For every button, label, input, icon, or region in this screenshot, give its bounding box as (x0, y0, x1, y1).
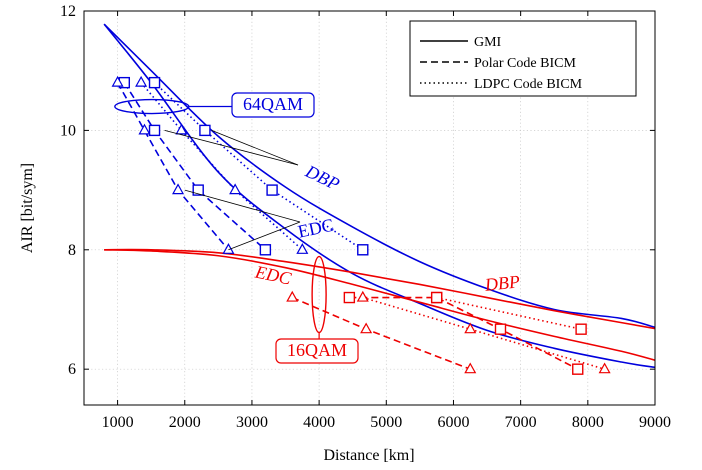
marker-triangle-64qam-edc-ldpc-code-bicm (135, 75, 148, 87)
series-line-16qam-dbp-gmi (104, 248, 655, 330)
marker-square-64qam-dbp-polar-code-bicm (148, 124, 161, 137)
marker-triangle-16qam-edc-ldpc-code-bicm (464, 322, 477, 334)
x-tick-label: 1000 (102, 414, 134, 431)
x-tick-label: 6000 (437, 414, 469, 431)
series-line-64qam-dbp-polar-code-bicm (123, 82, 266, 251)
marker-square-64qam-dbp-ldpc-code-bicm (357, 244, 369, 256)
y-axis-title: AIR [bit/sym] (19, 163, 36, 253)
annotation-dbp-16qam: DBP (483, 271, 521, 295)
leader-edc-64qam (228, 221, 301, 251)
marker-square-64qam-dbp-polar-code-bicm (259, 244, 272, 256)
series-line-64qam-dbp-gmi (103, 23, 655, 329)
marker-triangle-64qam-edc-ldpc-code-bicm (296, 243, 309, 254)
marker-triangle-16qam-edc-polar-code-bicm (360, 322, 373, 334)
x-tick-label: 2000 (169, 414, 201, 431)
marker-square-64qam-dbp-polar-code-bicm (192, 184, 204, 196)
marker-triangle-64qam-edc-polar-code-bicm (111, 75, 124, 87)
series-line-64qam-edc-gmi (103, 23, 655, 369)
leader-dbp-64qam (211, 130, 299, 166)
axis-ticks: 1000 2000 3000 4000 5000 6000 7000 8000 9000 6 8 10… (60, 3, 671, 431)
box-16qam (275, 338, 359, 364)
marker-triangle-64qam-edc-polar-code-bicm (172, 183, 185, 195)
x-tick-label: 4000 (303, 414, 335, 431)
marker-triangle-64qam-edc-ldpc-code-bicm (175, 123, 188, 135)
plot-frame (83, 10, 656, 406)
marker-square-16qam-dbp-polar-code-bicm (343, 291, 356, 304)
annotation-16qam: 16QAM (287, 340, 347, 360)
markers-layer (111, 75, 611, 375)
y-tick-label: 6 (68, 361, 76, 378)
marker-triangle-16qam-edc-ldpc-code-bicm (356, 290, 369, 302)
box-64qam (231, 92, 315, 118)
leader-dbp-64qam (164, 130, 299, 166)
marker-square-64qam-dbp-ldpc-code-bicm (199, 124, 211, 137)
x-tick-label: 5000 (370, 414, 402, 431)
marker-triangle-16qam-edc-polar-code-bicm (464, 362, 477, 374)
series-line-16qam-edc-ldpc-code-bicm (362, 296, 605, 370)
series-line-64qam-edc-polar-code-bicm (116, 82, 230, 251)
legend: GMI Polar Code BICM LDPC Code BICM (409, 20, 637, 97)
annotation-shapes (114, 92, 359, 364)
legend-label-gmi: GMI (474, 35, 502, 50)
marker-square-16qam-dbp-polar-code-bicm (572, 363, 584, 375)
x-tick-label: 8000 (572, 414, 604, 431)
y-tick-label: 10 (60, 122, 76, 139)
x-tick-label: 9000 (639, 414, 671, 431)
marker-square-64qam-dbp-ldpc-code-bicm (148, 76, 161, 89)
marker-triangle-64qam-edc-polar-code-bicm (138, 123, 151, 135)
series-line-16qam-dbp-polar-code-bicm (349, 296, 579, 370)
y-tick-label: 12 (60, 3, 76, 20)
marker-square-16qam-dbp-polar-code-bicm (494, 323, 507, 335)
legend-label-polar: Polar Code BICM (474, 56, 576, 71)
y-tick-label: 8 (68, 242, 76, 259)
x-axis-title: Distance [km] (323, 447, 414, 464)
marker-triangle-64qam-edc-ldpc-code-bicm (229, 183, 242, 195)
marker-triangle-16qam-edc-polar-code-bicm (286, 290, 299, 302)
leader-edc-64qam (184, 189, 301, 223)
marker-square-16qam-dbp-ldpc-code-bicm (575, 323, 587, 335)
legend-label-ldpc: LDPC Code BICM (474, 77, 583, 92)
series-line-16qam-edc-gmi (104, 248, 655, 361)
annotation-64qam: 64QAM (243, 94, 303, 114)
marker-square-64qam-dbp-ldpc-code-bicm (266, 184, 278, 196)
marker-square-16qam-dbp-ldpc-code-bicm (430, 291, 443, 304)
x-tick-label: 3000 (236, 414, 268, 431)
marker-triangle-16qam-edc-ldpc-code-bicm (598, 362, 611, 374)
x-tick-label: 7000 (505, 414, 537, 431)
